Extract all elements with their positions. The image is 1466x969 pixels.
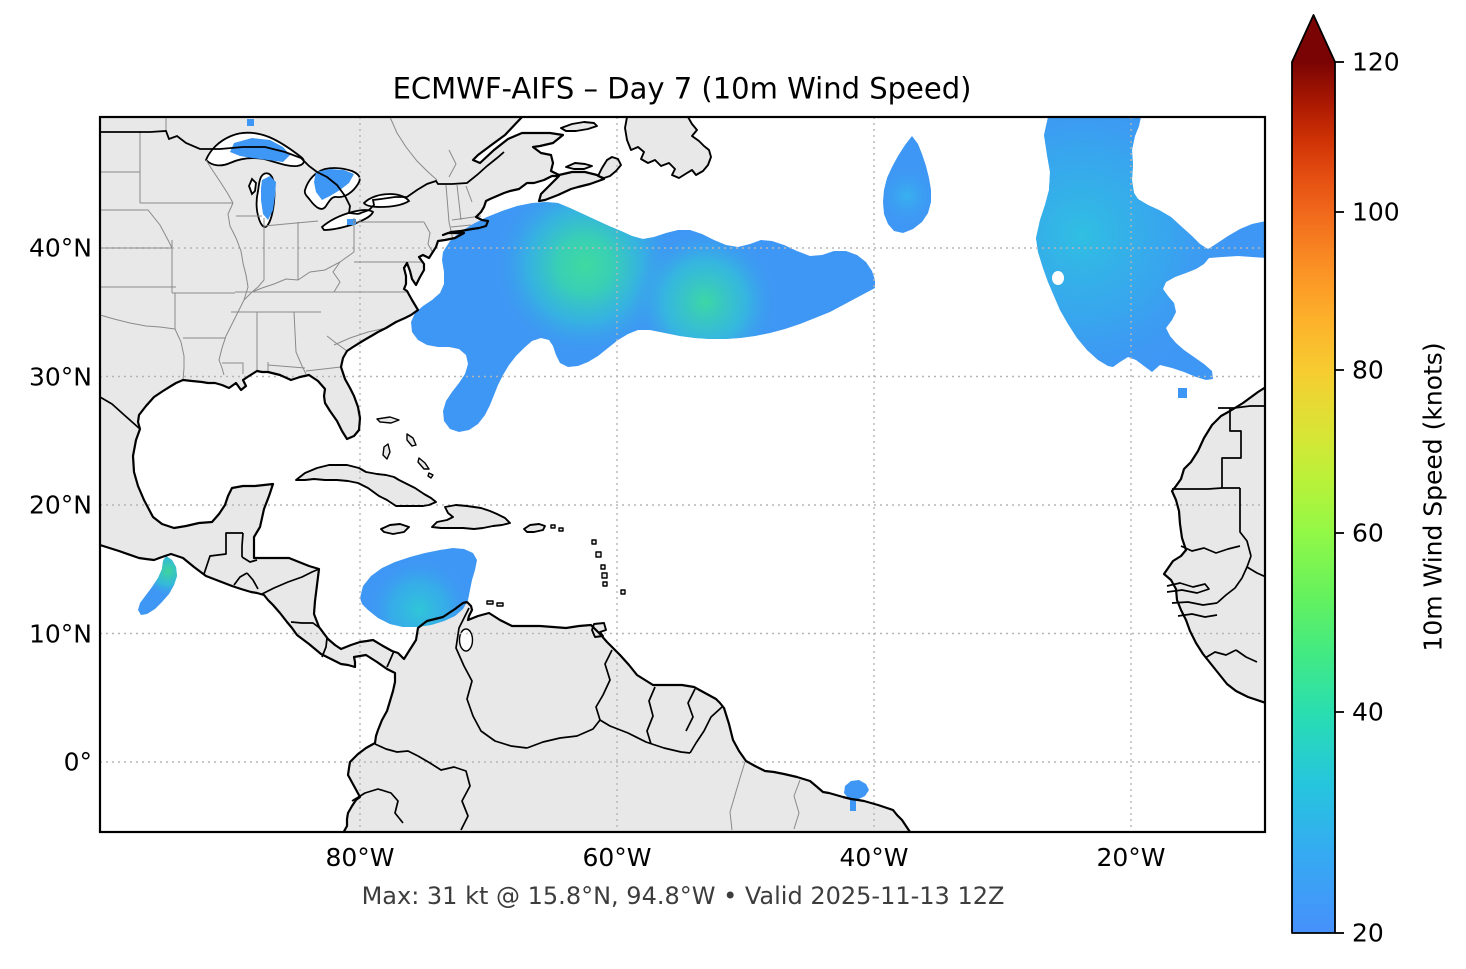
lon-tick-label-60w: 60°W — [582, 843, 652, 872]
lon-tick-label-80w: 80°W — [325, 843, 395, 872]
colorbar-tick-label-100: 100 — [1352, 197, 1400, 227]
lat-tick-label-0: 0° — [63, 747, 92, 777]
axes-frame — [98, 115, 1267, 834]
lat-tick-label-20n: 20°N — [28, 490, 92, 520]
lake-maracaibo — [458, 628, 474, 652]
colorbar-tick-label-120: 120 — [1352, 47, 1400, 77]
lon-tick-label-20w: 20°W — [1096, 843, 1166, 872]
wind-region-equator-brazil — [844, 780, 869, 811]
colorbar-tick-label-80: 80 — [1352, 355, 1384, 385]
lat-tick-label-10n: 10°N — [28, 619, 92, 649]
colorbar-tick-label-60: 60 — [1352, 518, 1384, 548]
colorbar-gradient — [1291, 14, 1336, 934]
graticule — [100, 117, 1265, 832]
colorbar-tick-label-20: 20 — [1352, 918, 1384, 948]
colorbar — [1291, 14, 1344, 934]
colorbar-axis-label: 10m Wind Speed (knots) — [1418, 342, 1448, 652]
figure-subtitle: Max: 31 kt @ 15.8°N, 94.8°W • Valid 2025… — [361, 882, 1005, 910]
lat-tick-label-30n: 30°N — [28, 362, 92, 392]
colorbar-ticks — [1335, 61, 1344, 934]
us-canada-border — [100, 130, 505, 215]
state-borders — [100, 117, 801, 831]
figure-title: ECMWF-AIFS – Day 7 (10m Wind Speed) — [392, 71, 972, 106]
country-borders — [100, 396, 1265, 831]
wind-region-great-lakes — [230, 119, 356, 225]
lon-tick-label-40w: 40°W — [839, 843, 909, 872]
lat-tick-label-40n: 40°N — [28, 233, 92, 263]
colorbar-tick-label-40: 40 — [1352, 697, 1384, 727]
